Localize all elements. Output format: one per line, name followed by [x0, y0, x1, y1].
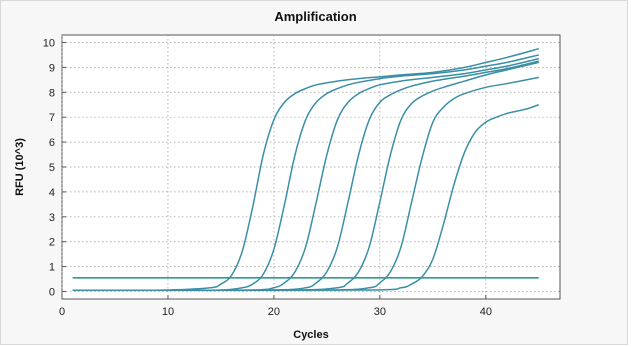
y-tick-label: 10 — [43, 37, 55, 49]
y-tick-label: 2 — [49, 237, 55, 249]
y-tick-label: 0 — [49, 287, 55, 299]
y-tick-label: 5 — [49, 162, 55, 174]
amplification-curve — [72, 104, 540, 292]
x-axis-ticks: 0 10 20 30 40 — [59, 295, 492, 318]
x-tick-label: 0 — [59, 306, 65, 318]
y-tick-label: 6 — [49, 137, 55, 149]
y-axis-label: RFU (10^3) — [14, 138, 26, 196]
amplification-curve — [72, 54, 539, 292]
x-tick-label: 40 — [480, 306, 492, 318]
grid — [61, 35, 560, 299]
x-tick-label: 10 — [162, 306, 174, 318]
y-axis-ticks: 0 1 2 3 4 5 6 7 8 9 10 — [43, 37, 66, 299]
x-tick-label: 20 — [268, 306, 280, 318]
x-tick-label: 30 — [374, 306, 386, 318]
chart-title: Amplification — [274, 9, 357, 24]
x-axis-label: Cycles — [293, 329, 328, 341]
amplification-curve — [72, 57, 539, 292]
series-lines — [72, 47, 540, 292]
y-tick-label: 8 — [49, 87, 55, 99]
y-tick-label: 7 — [49, 112, 55, 124]
amplification-curve — [72, 47, 540, 292]
amplification-curve — [72, 60, 539, 292]
y-tick-label: 4 — [49, 187, 55, 199]
y-tick-label: 3 — [49, 212, 55, 224]
y-tick-label: 1 — [49, 262, 55, 274]
y-tick-label: 9 — [49, 62, 55, 74]
